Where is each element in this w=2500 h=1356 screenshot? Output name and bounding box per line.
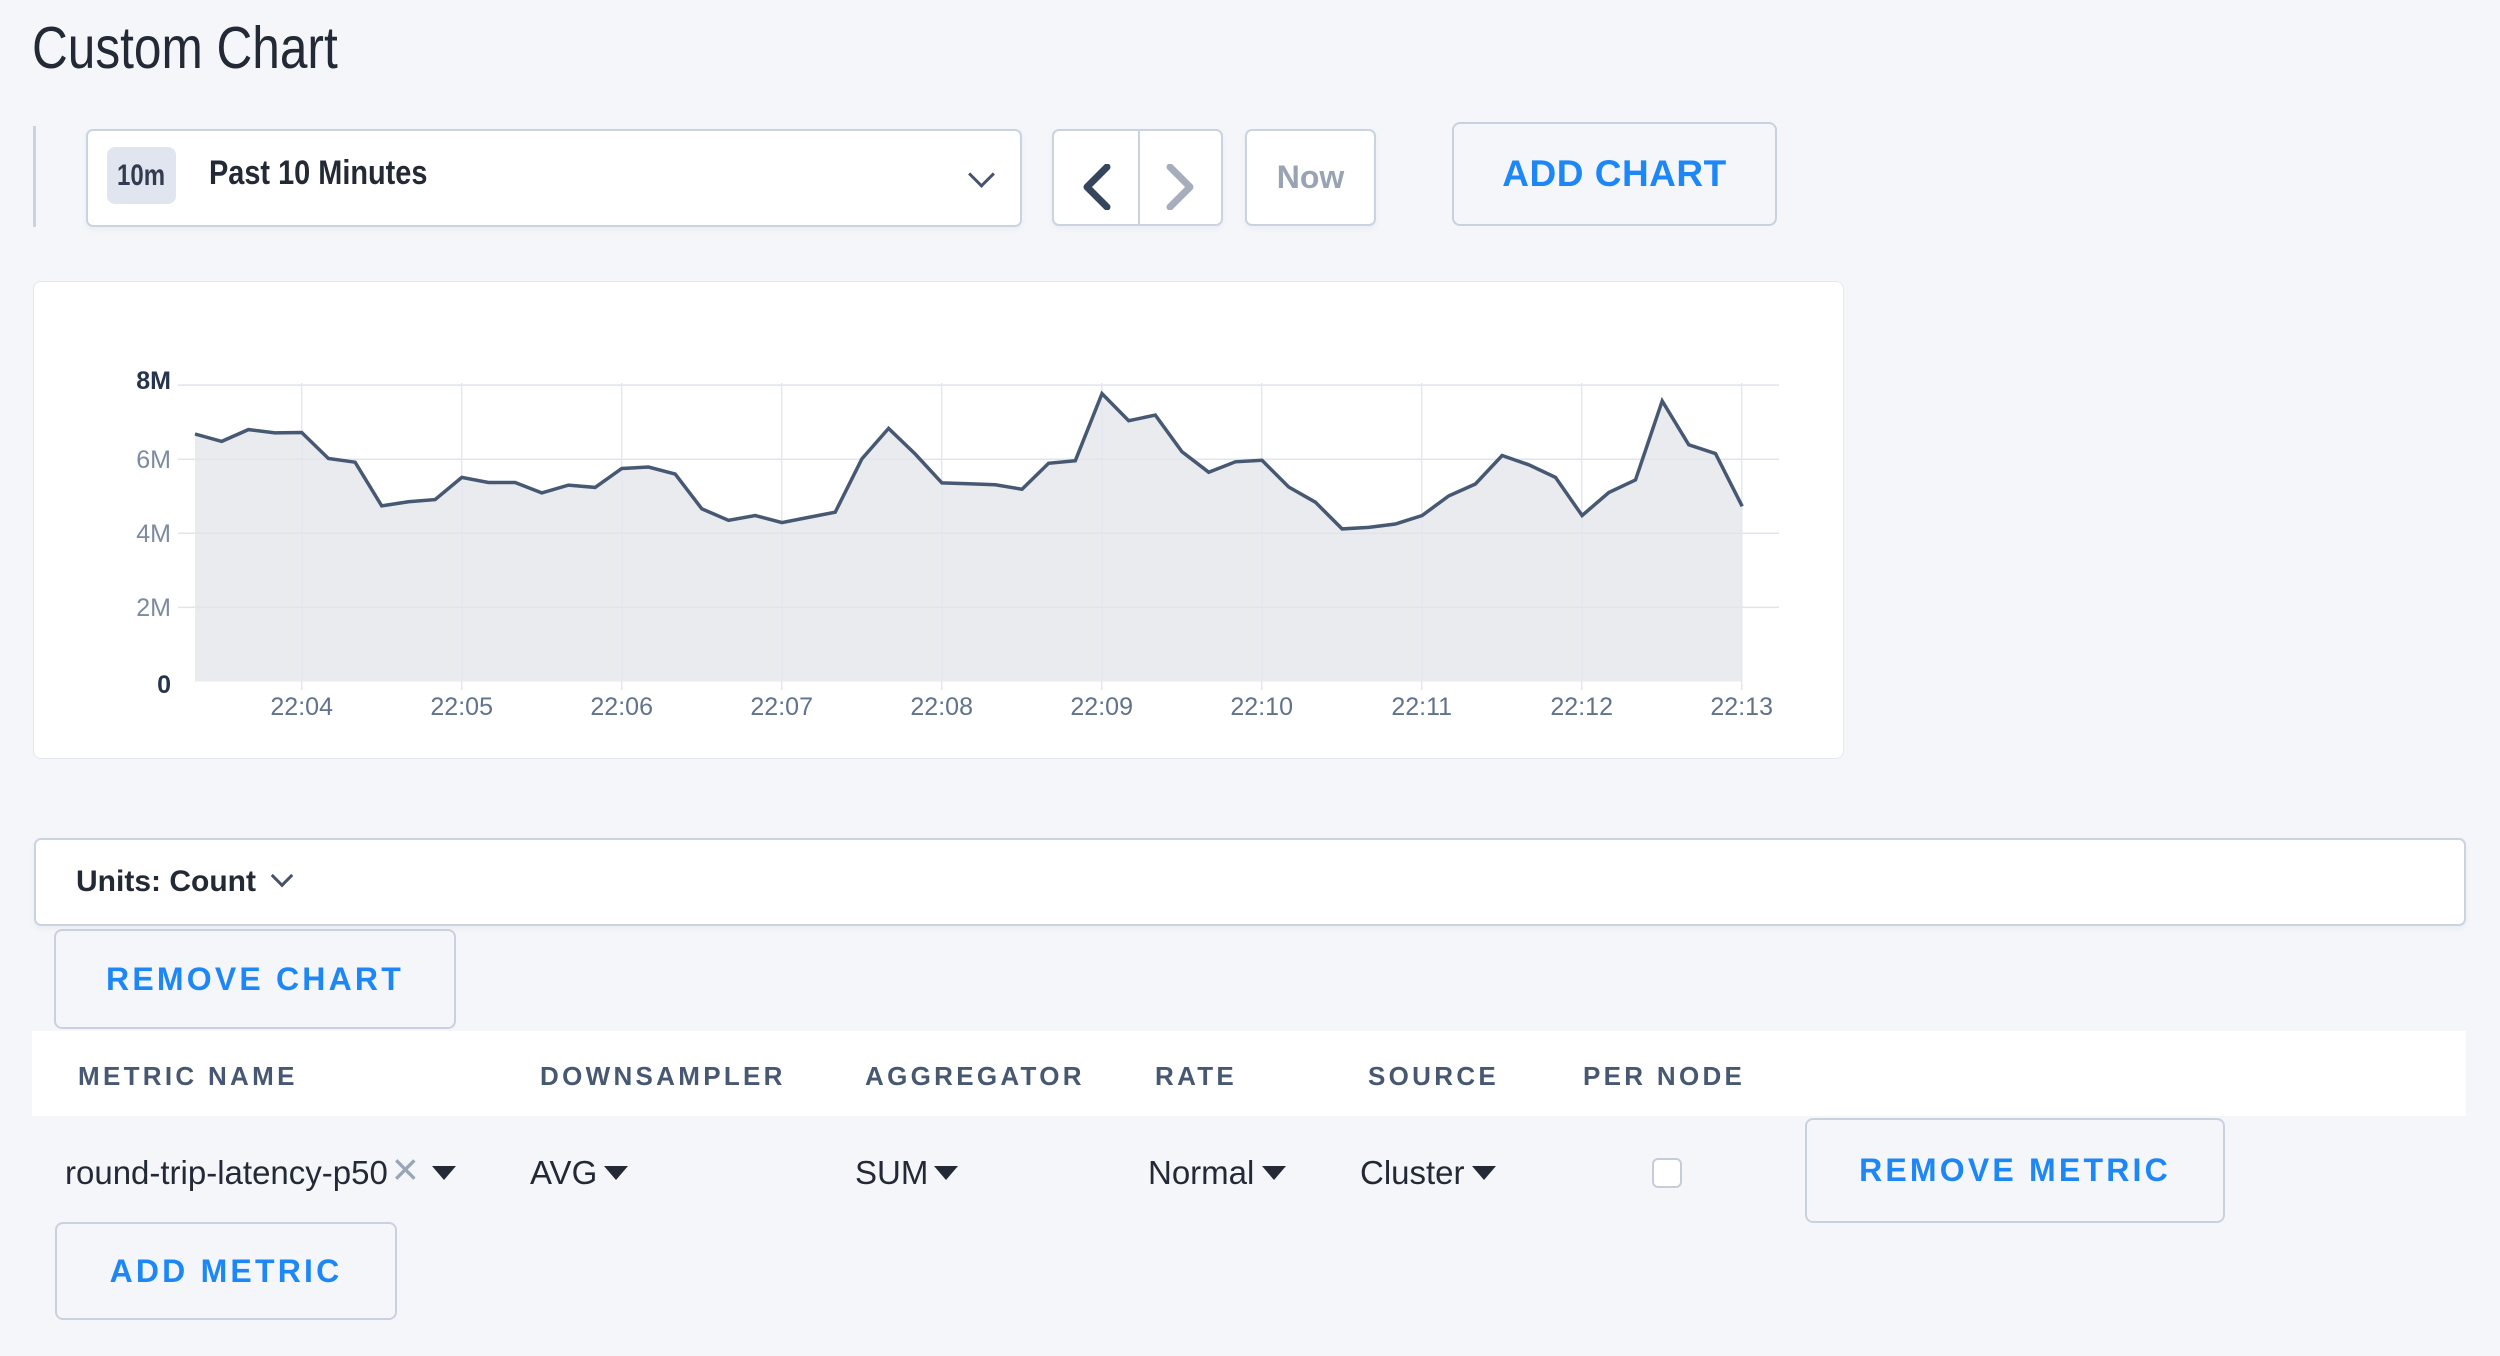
svg-text:22:09: 22:09: [1070, 693, 1133, 721]
svg-text:2M: 2M: [136, 594, 171, 622]
svg-text:22:11: 22:11: [1391, 693, 1452, 721]
svg-text:8M: 8M: [136, 367, 171, 395]
svg-text:22:06: 22:06: [590, 693, 653, 721]
svg-text:22:04: 22:04: [270, 693, 333, 721]
svg-text:4M: 4M: [136, 520, 171, 548]
svg-text:22:08: 22:08: [910, 693, 973, 721]
svg-text:0: 0: [157, 671, 171, 699]
svg-text:22:13: 22:13: [1710, 693, 1773, 721]
svg-text:22:05: 22:05: [430, 693, 493, 721]
svg-text:6M: 6M: [136, 446, 171, 474]
svg-text:22:10: 22:10: [1230, 693, 1293, 721]
svg-text:22:12: 22:12: [1550, 693, 1613, 721]
svg-text:22:07: 22:07: [750, 693, 813, 721]
